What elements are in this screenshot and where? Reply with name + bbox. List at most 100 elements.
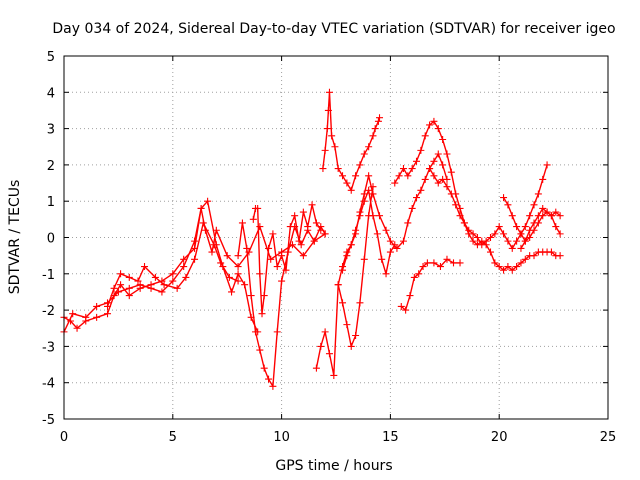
series-arc-10 (391, 117, 564, 274)
x-tick-label: 20 (491, 430, 508, 445)
data-point (73, 324, 81, 332)
data-point (365, 143, 373, 151)
data-point (339, 266, 347, 274)
data-point (456, 212, 464, 220)
y-tick-label: -5 (42, 413, 55, 428)
data-point (547, 248, 555, 256)
data-point (117, 270, 125, 278)
data-point (556, 212, 564, 220)
data-point (373, 230, 381, 238)
data-point (402, 306, 410, 314)
data-point (180, 263, 188, 271)
chart-title: Day 034 of 2024, Sidereal Day-to-day VTE… (52, 21, 615, 37)
data-point (491, 259, 499, 267)
y-tick-label: 5 (47, 50, 55, 65)
data-point (104, 310, 112, 318)
data-point (526, 226, 534, 234)
data-point (267, 255, 275, 263)
data-point (312, 364, 320, 372)
data-point (265, 375, 273, 383)
data-point (508, 212, 516, 220)
data-point (324, 106, 332, 114)
data-point (378, 255, 386, 263)
data-point (125, 292, 133, 300)
data-point (328, 132, 336, 140)
data-point (430, 259, 438, 267)
data-point (406, 292, 414, 300)
data-point (273, 328, 281, 336)
data-point (434, 179, 442, 187)
data-point (552, 208, 560, 216)
data-point (310, 237, 318, 245)
series-arc-14 (397, 255, 464, 314)
data-point (556, 230, 564, 238)
data-point (517, 259, 525, 267)
data-point (495, 263, 503, 271)
data-point (286, 223, 294, 231)
data-point (447, 190, 455, 198)
series-arc-3 (104, 219, 242, 310)
data-point (500, 230, 508, 238)
series-arc-6 (319, 88, 384, 194)
data-point (269, 382, 277, 390)
data-point (312, 219, 320, 227)
data-point (308, 201, 316, 209)
data-point (234, 277, 242, 285)
data-point (526, 212, 534, 220)
data-point (521, 255, 529, 263)
data-point (443, 183, 451, 191)
data-point (443, 255, 451, 263)
y-tick-label: 2 (47, 159, 55, 174)
data-point (278, 252, 286, 260)
data-point (539, 204, 547, 212)
data-point (110, 284, 118, 292)
data-point (469, 230, 477, 238)
data-point (543, 208, 551, 216)
data-point (556, 252, 564, 260)
data-point (197, 204, 205, 212)
data-point (478, 241, 486, 249)
data-point (365, 212, 373, 220)
data-point (269, 230, 277, 238)
data-point (136, 281, 144, 289)
series-arc-11 (426, 161, 551, 252)
data-point (117, 281, 125, 289)
data-point (141, 263, 149, 271)
data-point (325, 88, 333, 96)
data-point (125, 273, 133, 281)
data-point (365, 186, 373, 194)
data-point (369, 183, 377, 191)
data-point (486, 234, 494, 241)
data-point (339, 299, 347, 307)
data-point (331, 143, 339, 151)
data-point (228, 288, 236, 296)
data-point (547, 212, 555, 220)
data-point (450, 259, 458, 267)
data-point (513, 263, 521, 271)
data-point (452, 201, 460, 209)
data-point (182, 273, 190, 281)
data-point (234, 252, 242, 260)
data-point (217, 259, 225, 267)
data-point (343, 321, 351, 329)
data-point (413, 194, 421, 202)
data-point (552, 223, 560, 231)
data-point (491, 230, 499, 238)
data-point (69, 310, 77, 318)
data-point (382, 270, 390, 278)
data-point (347, 241, 355, 249)
series-arc-2 (60, 197, 262, 336)
data-point (374, 117, 382, 125)
data-point (147, 284, 155, 292)
data-point (256, 346, 264, 354)
data-point (410, 273, 418, 281)
data-point (191, 255, 199, 263)
data-point (356, 161, 364, 169)
data-point (504, 237, 512, 245)
x-tick-label: 5 (169, 430, 177, 445)
data-point (191, 237, 199, 245)
y-axis-label: SDTVAR / TECUs (7, 180, 23, 295)
data-point (386, 248, 394, 256)
series-arc-8 (339, 186, 399, 278)
